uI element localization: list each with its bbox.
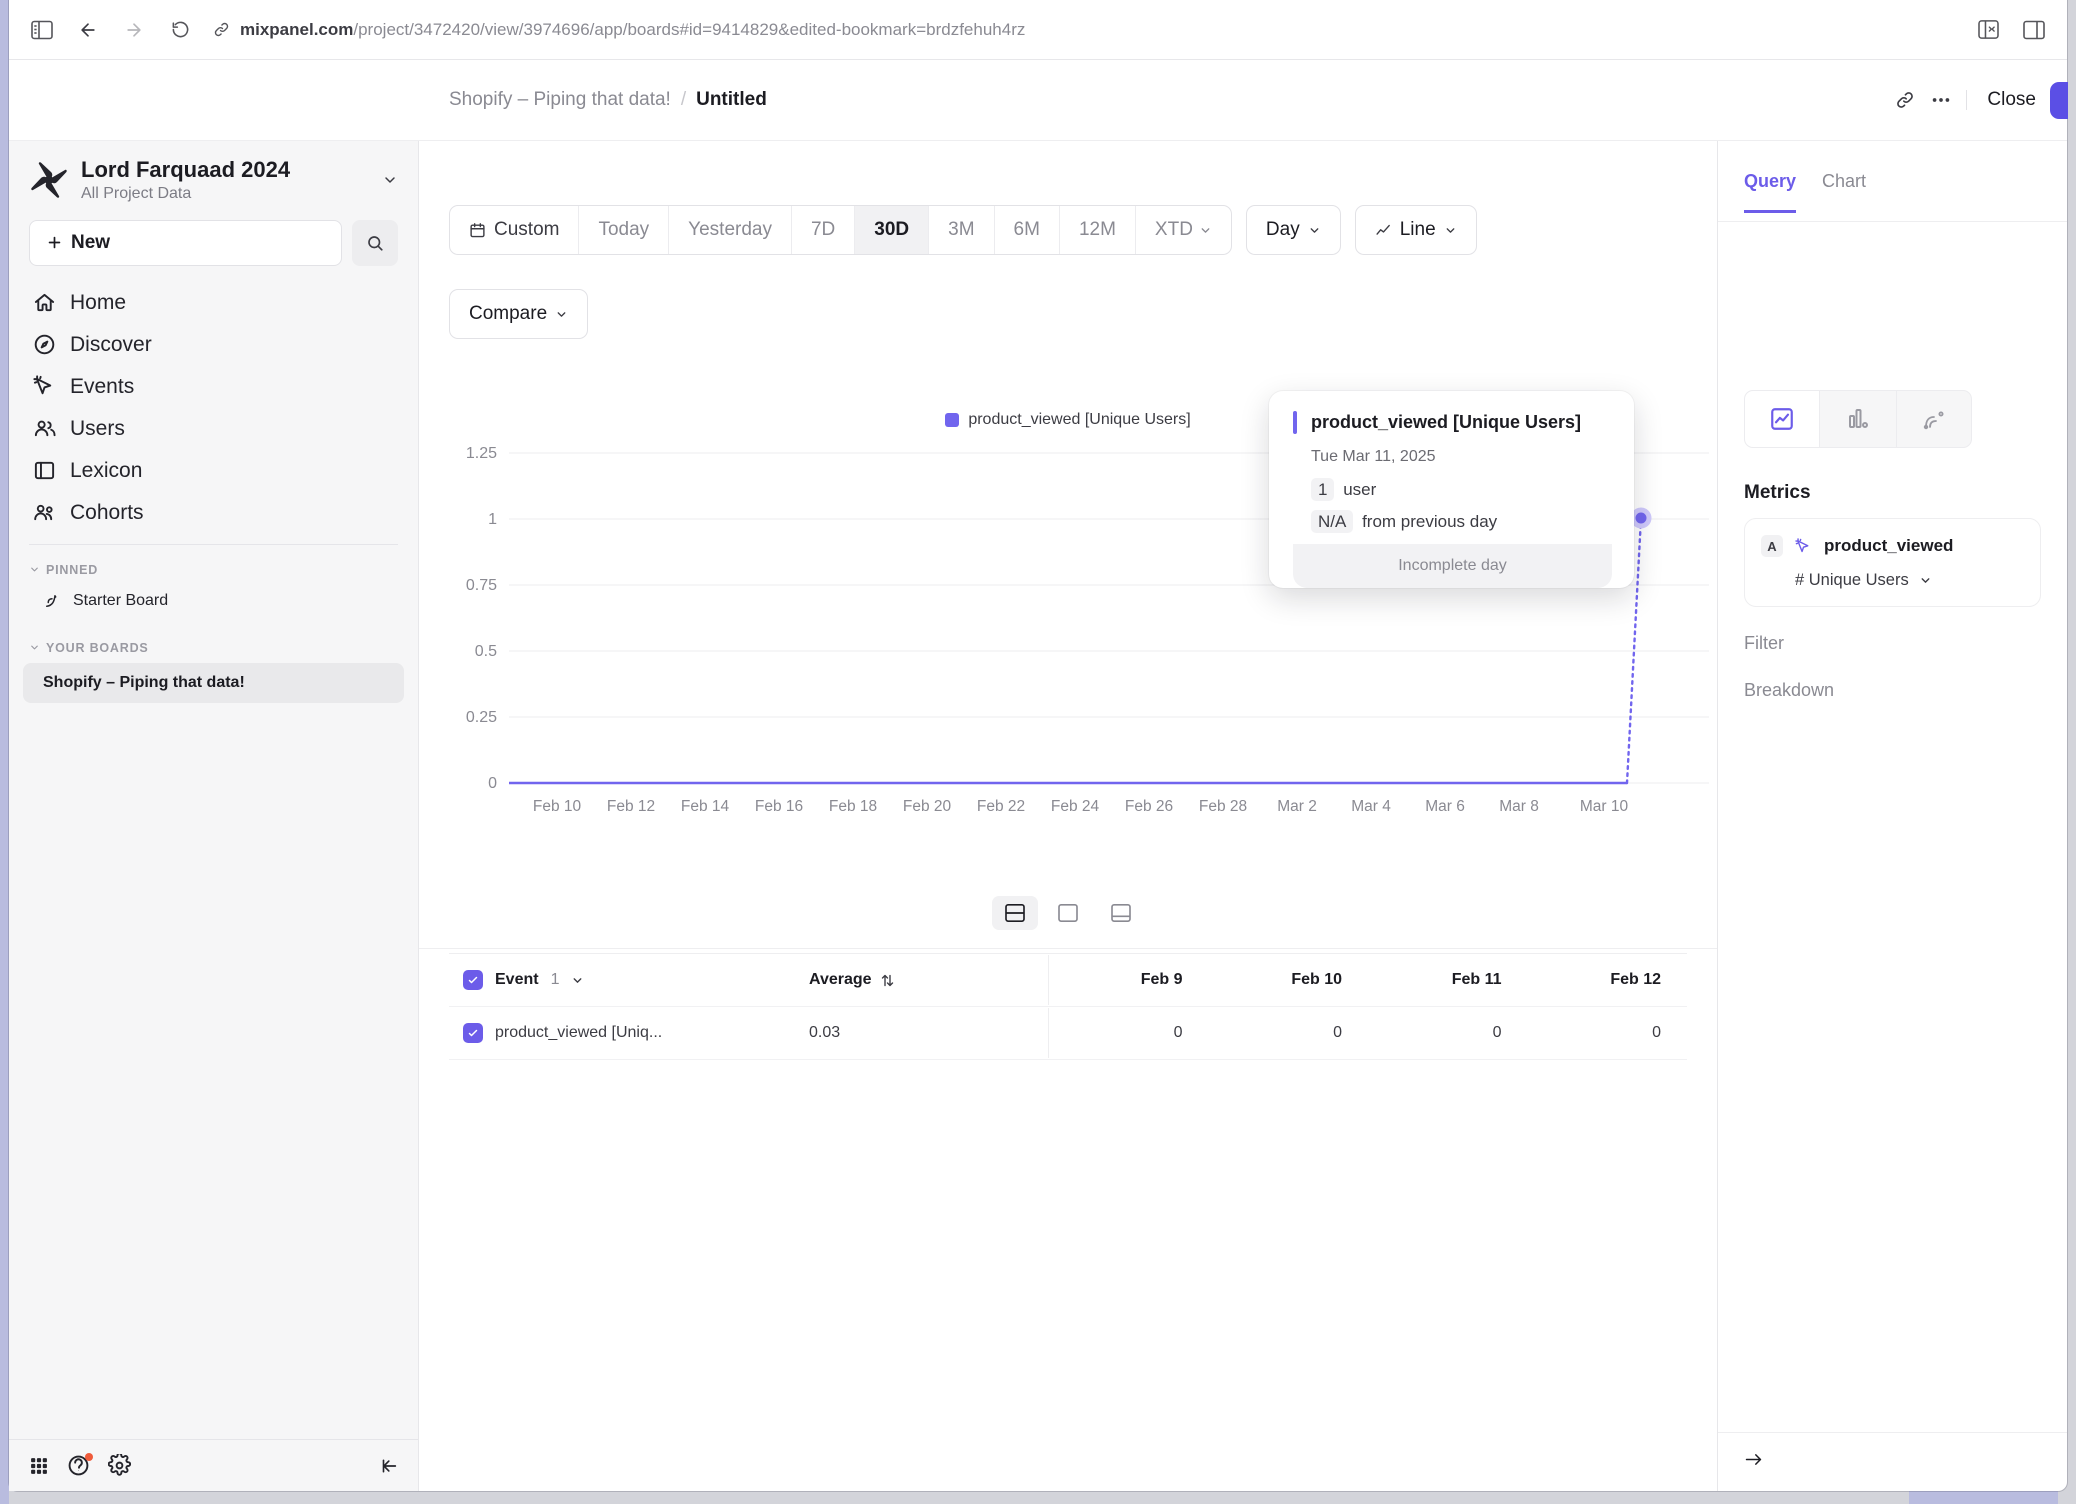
svg-text:Feb 28: Feb 28 (1199, 798, 1247, 815)
svg-text:Mar 8: Mar 8 (1499, 798, 1539, 815)
svg-text:Feb 20: Feb 20 (903, 798, 952, 815)
svg-text:Feb 10: Feb 10 (533, 798, 582, 815)
svg-text:0.25: 0.25 (466, 709, 497, 726)
svg-text:Mar 2: Mar 2 (1277, 798, 1317, 815)
svg-text:Feb 26: Feb 26 (1125, 798, 1173, 815)
svg-text:Feb 22: Feb 22 (977, 798, 1025, 815)
svg-text:Mar 10: Mar 10 (1580, 798, 1629, 815)
svg-text:Feb 14: Feb 14 (681, 798, 730, 815)
svg-text:0.5: 0.5 (475, 643, 497, 660)
svg-text:Feb 16: Feb 16 (755, 798, 803, 815)
svg-text:1: 1 (488, 511, 497, 528)
svg-text:Feb 24: Feb 24 (1051, 798, 1100, 815)
svg-text:Mar 6: Mar 6 (1425, 798, 1465, 815)
svg-text:0.75: 0.75 (466, 577, 497, 594)
svg-text:Mar 4: Mar 4 (1351, 798, 1391, 815)
svg-text:1.25: 1.25 (466, 445, 497, 462)
svg-text:0: 0 (488, 775, 497, 792)
svg-text:Feb 18: Feb 18 (829, 798, 877, 815)
svg-text:Feb 12: Feb 12 (607, 798, 655, 815)
